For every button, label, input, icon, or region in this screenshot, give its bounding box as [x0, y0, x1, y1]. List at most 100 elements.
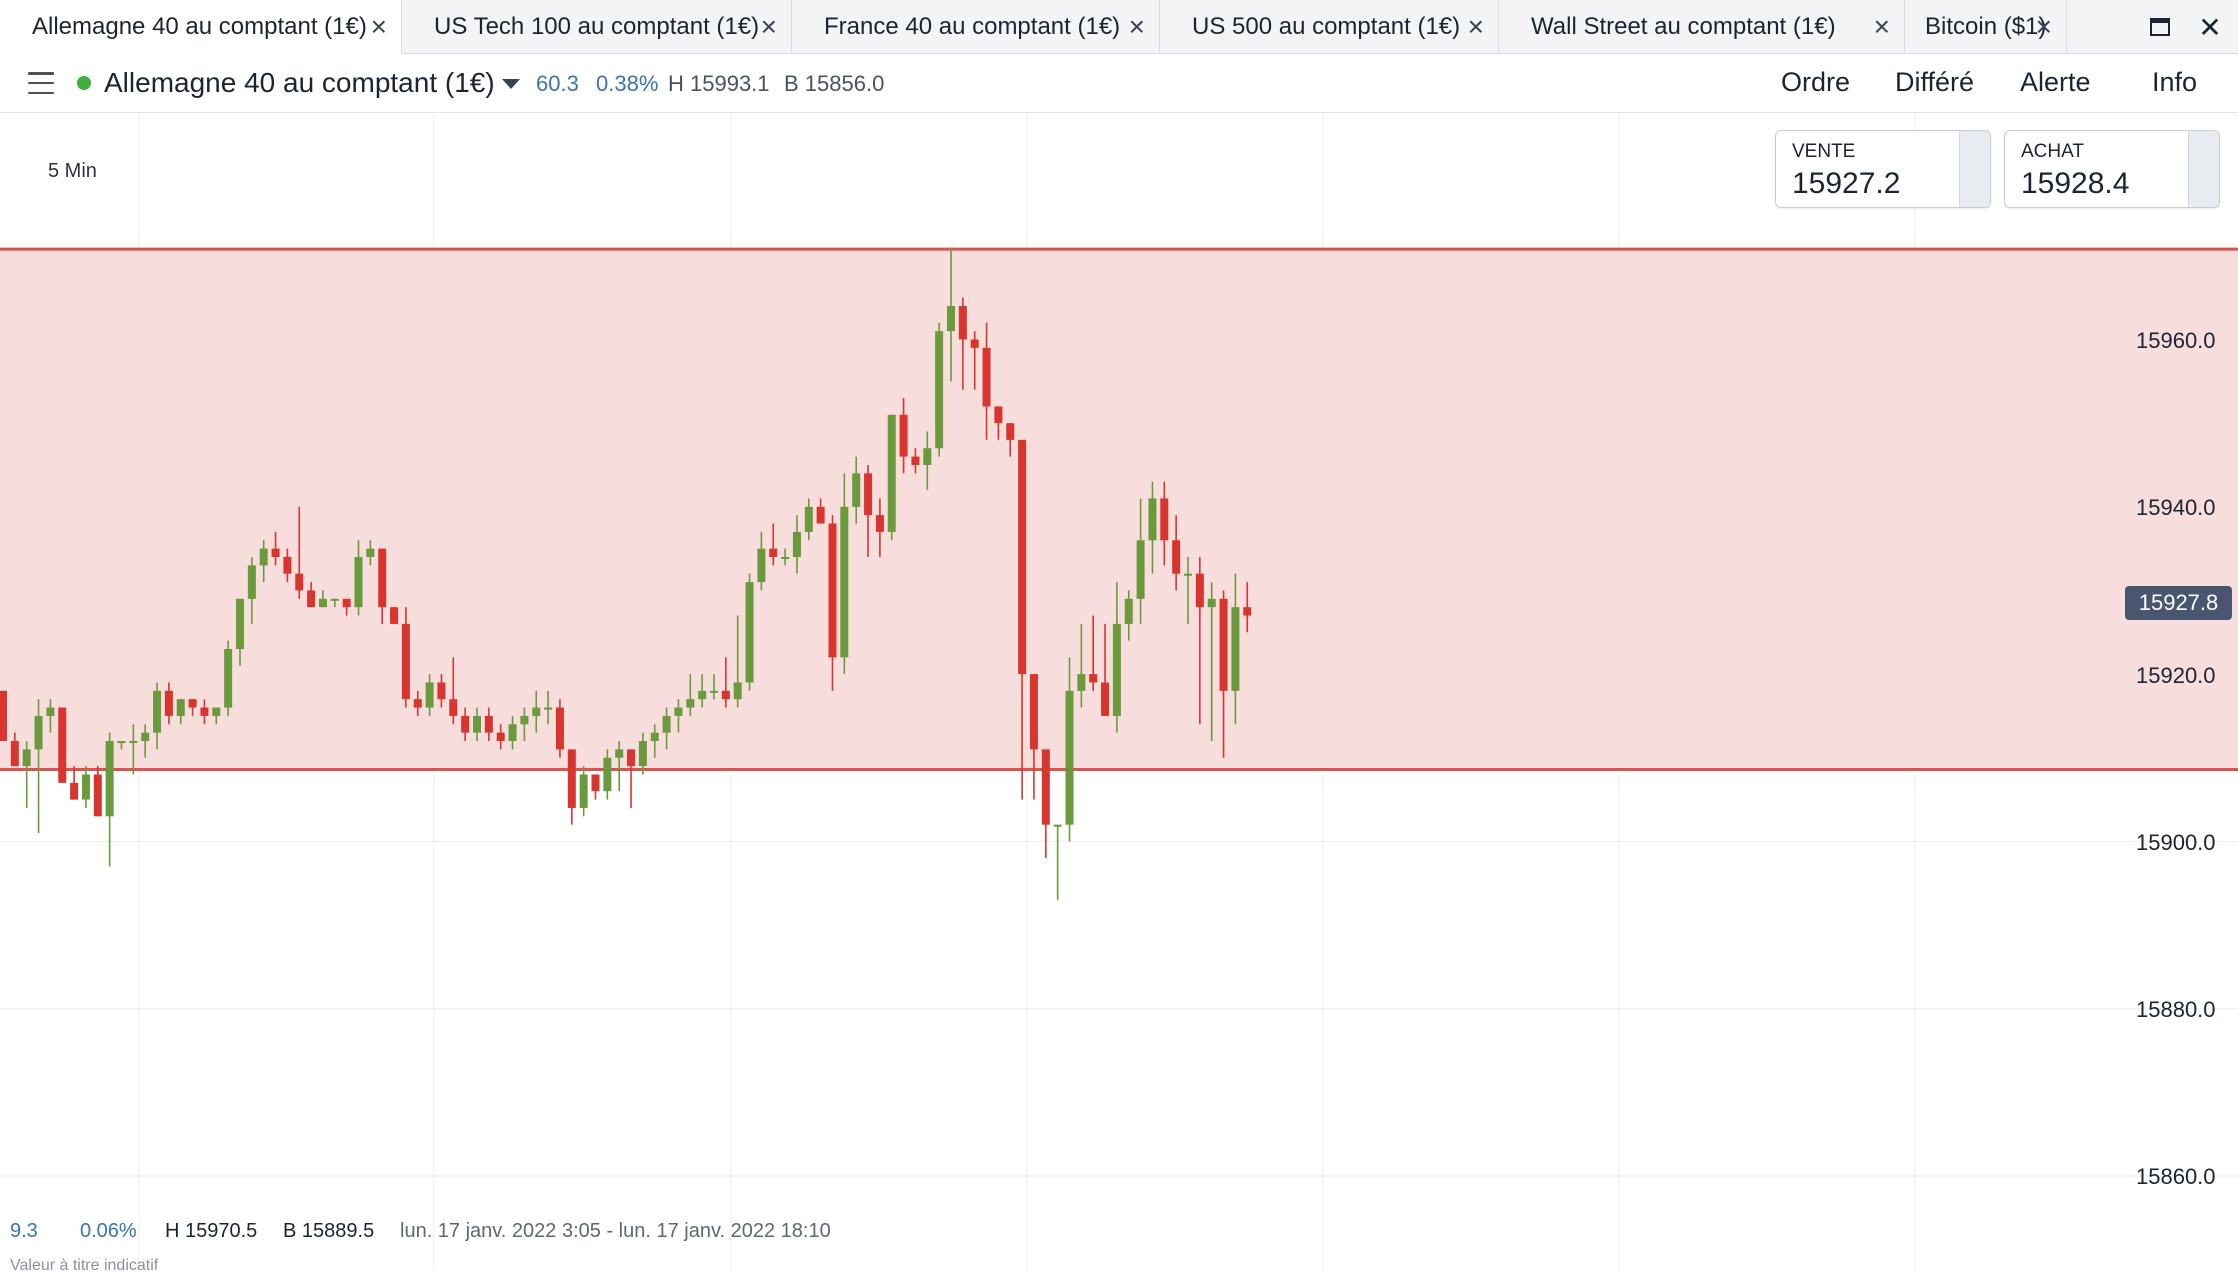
sell-label: VENTE [1792, 141, 1856, 162]
candle-body [1077, 674, 1086, 691]
candle-body [650, 732, 659, 742]
tab-wall-street[interactable]: Wall Street au comptant (1€) × [1499, 0, 1905, 54]
close-icon[interactable]: × [370, 10, 387, 42]
buy-box-side [2188, 131, 2219, 207]
menu-differe[interactable]: Différé [1895, 67, 1975, 97]
candle [638, 732, 647, 775]
candle [781, 548, 790, 566]
sell-price-box[interactable]: VENTE 15927.2 [1775, 130, 1991, 208]
maximize-icon [2150, 18, 2170, 36]
candle [425, 674, 434, 716]
candle-body [378, 548, 387, 608]
candle-body [188, 699, 197, 708]
tab-allemagne-40[interactable]: Allemagne 40 au comptant (1€) × [0, 0, 402, 54]
candle [615, 741, 624, 792]
candlestick-chart[interactable] [0, 114, 2238, 1270]
candle-body [591, 774, 600, 792]
tab-france-40[interactable]: France 40 au comptant (1€) × [792, 0, 1160, 54]
candle-body [816, 506, 825, 524]
close-icon[interactable]: × [1467, 11, 1484, 42]
caret-down-icon[interactable] [502, 79, 520, 89]
hamburger-menu-icon[interactable] [28, 72, 54, 94]
candle-body [899, 414, 908, 457]
y-axis-label: 15860.0 [2136, 1164, 2216, 1189]
candle-body [698, 690, 707, 700]
close-icon[interactable]: × [1128, 11, 1145, 42]
candle-body [259, 548, 268, 566]
candle-body [970, 339, 979, 348]
candle-body [579, 774, 588, 808]
candle [1207, 582, 1216, 742]
candle [650, 724, 659, 758]
menu-ordre[interactable]: Ordre [1781, 67, 1851, 97]
candle [283, 548, 292, 583]
candle [378, 548, 387, 624]
tab-us-tech-100[interactable]: US Tech 100 au comptant (1€) × [402, 0, 792, 54]
maximize-button[interactable] [2140, 0, 2180, 54]
candle-body [911, 456, 920, 465]
candle [1006, 423, 1015, 457]
candle [887, 414, 896, 541]
candle-body [1065, 690, 1074, 825]
candle [473, 707, 481, 742]
candle-body [354, 556, 363, 608]
candle [46, 699, 55, 733]
price-chart[interactable]: 5 Min VENTE 15927.2 ACHAT 15928.4 15960.… [0, 114, 2238, 1274]
interval-label[interactable]: 5 Min [48, 160, 97, 182]
candle-body [117, 741, 126, 744]
candle-body [366, 548, 375, 557]
candle-body [1172, 540, 1181, 574]
candle-body [496, 732, 505, 742]
tab-bitcoin[interactable]: Bitcoin ($1) × [1905, 0, 2067, 54]
candle-body [792, 531, 801, 557]
candle-body [757, 548, 766, 583]
candle [804, 498, 813, 541]
menu-info[interactable]: Info [2152, 67, 2198, 97]
candle [10, 732, 19, 767]
candle [745, 573, 754, 691]
candle-body [769, 548, 778, 557]
candle-body [1018, 439, 1027, 675]
candle-body [828, 523, 837, 658]
candle [840, 473, 849, 675]
instrument-header: Allemagne 40 au comptant (1€) 60.3 0.38%… [0, 55, 2238, 113]
daily-low: B 15856.0 [784, 71, 885, 96]
y-axis-label: 15880.0 [2136, 997, 2216, 1022]
candle-body [1195, 573, 1204, 608]
daily-change: 60.3 [536, 71, 579, 96]
buy-price-box[interactable]: ACHAT 15928.4 [2004, 130, 2220, 208]
candle-body [342, 598, 351, 608]
candle-body [721, 690, 730, 700]
candle-body [923, 448, 932, 465]
buy-value: 15928.4 [2021, 167, 2130, 200]
candle-body [603, 757, 612, 792]
footer-low: B 15889.5 [283, 1220, 375, 1242]
y-axis-label: 15920.0 [2136, 663, 2216, 688]
candle [1160, 481, 1169, 566]
candle [117, 741, 126, 750]
candle [1112, 582, 1121, 733]
candle-body [1207, 598, 1216, 608]
window-close-button[interactable]: ✕ [2190, 0, 2230, 54]
candle-body [200, 707, 209, 716]
menu-alerte[interactable]: Alerte [2020, 67, 2091, 97]
sell-box-side [1959, 131, 1990, 207]
candle [1231, 573, 1240, 725]
close-icon[interactable]: × [760, 11, 777, 42]
candle-body [212, 707, 221, 716]
candle-body [164, 690, 173, 716]
candle [1089, 615, 1098, 691]
close-icon[interactable]: × [2035, 11, 2052, 42]
candle [200, 699, 209, 725]
candle [271, 531, 280, 566]
close-icon[interactable]: × [1873, 11, 1890, 42]
candle [508, 715, 517, 750]
candle [864, 464, 873, 557]
instrument-title[interactable]: Allemagne 40 au comptant (1€) [104, 67, 495, 98]
candle-body [1148, 498, 1157, 541]
candle-body [864, 473, 873, 516]
candle-body [271, 548, 280, 557]
candle [698, 674, 707, 708]
tab-us-500[interactable]: US 500 au comptant (1€) × [1160, 0, 1499, 54]
candle [674, 699, 683, 733]
